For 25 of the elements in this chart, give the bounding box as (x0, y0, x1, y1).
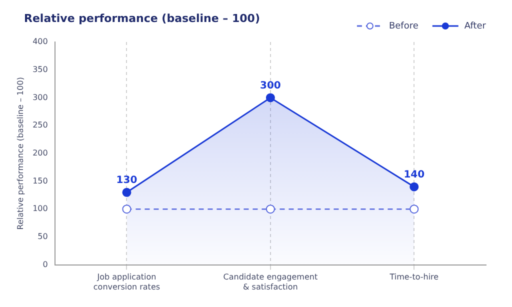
point (410, 182, 419, 192)
y-tick-label: 0 (42, 260, 48, 269)
y-tick-label: 200 (32, 148, 48, 158)
y-tick-label: 250 (32, 120, 48, 130)
x-tick-label: Candidate engagement & satisfaction (223, 272, 318, 292)
point (410, 204, 419, 214)
data-label: 140 (404, 169, 425, 180)
y-tick-label: 100 (32, 204, 48, 214)
x-tick-label: Job application conversion rates (93, 272, 160, 292)
legend-label: After (464, 21, 486, 32)
y-tick-label: 300 (32, 92, 48, 102)
point (122, 204, 132, 214)
data-label: 130 (116, 174, 138, 186)
y-tick-label: 50 (38, 232, 48, 242)
point (122, 188, 132, 197)
point (266, 204, 275, 214)
y-axis-title: Relative performance (baseline – 100) (16, 77, 25, 230)
data-label: 300 (260, 80, 281, 92)
x-tick-label: Time-to-hire (388, 272, 439, 282)
y-tick-label: 350 (32, 64, 48, 74)
y-tick-label: 400 (32, 37, 48, 46)
legend-label: Before (388, 21, 419, 32)
y-tick-label: 150 (32, 176, 48, 186)
chart-title: Relative performance (baseline – 100) (24, 12, 260, 25)
point (266, 93, 275, 102)
